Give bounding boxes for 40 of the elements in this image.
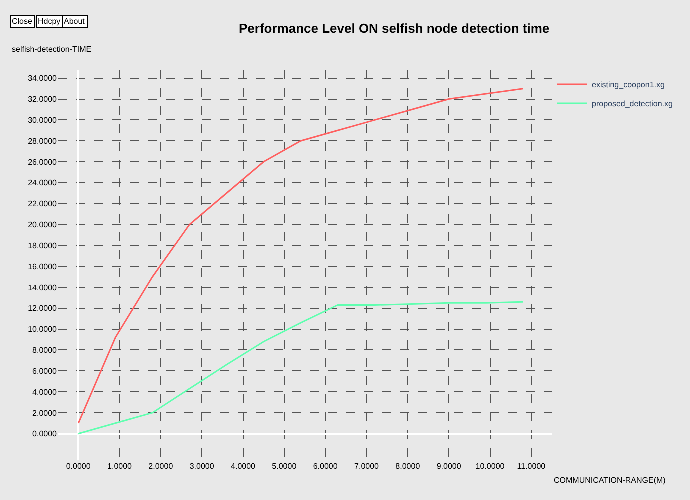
x-tick-label: 4.0000 (231, 462, 256, 471)
line-series (78, 301, 524, 435)
x-tick-label: 8.0000 (396, 462, 421, 471)
x-tick-label: 2.0000 (148, 462, 174, 471)
x-tick-label: 7.0000 (354, 462, 380, 471)
x-tick-label: 1.0000 (108, 462, 133, 471)
y-tick-label: 24.0000 (28, 178, 58, 188)
y-tick-label: 32.0000 (28, 95, 58, 104)
legend-label: proposed_detection.xg (592, 100, 673, 109)
y-tick-label: 14.0000 (28, 283, 58, 292)
y-tick-label: 18.0000 (28, 241, 58, 250)
y-tick-label: 22.0000 (28, 200, 58, 209)
line-series (78, 88, 524, 424)
y-tick-label: 2.0000 (32, 408, 58, 418)
x-tick-label: 11.0000 (517, 462, 546, 471)
y-tick-label: 26.0000 (28, 158, 58, 167)
y-tick-label: 8.0000 (32, 346, 58, 356)
y-tick-label: 34.0000 (28, 74, 58, 84)
y-tick-label: 6.0000 (32, 366, 58, 376)
y-tick-label: 12.0000 (28, 304, 58, 314)
y-axis-title: selfish-detection-TIME (12, 45, 92, 54)
text: About (64, 17, 86, 26)
x-tick-label: 9.0000 (436, 462, 462, 471)
y-tick-label: 16.0000 (28, 262, 58, 272)
x-tick-label: 3.0000 (190, 462, 215, 471)
y-tick-label: 10.0000 (28, 325, 58, 334)
chart-title: Performance Level ON selfish node detection time (239, 21, 550, 36)
y-tick-label: 30.0000 (28, 116, 58, 125)
y-tick-label: 28.0000 (28, 136, 58, 146)
y-tick-label: 20.0000 (28, 220, 58, 230)
y-tick-label: 4.0000 (32, 388, 58, 397)
x-tick-label: 5.0000 (272, 462, 298, 471)
x-tick-label: 10.0000 (476, 462, 506, 471)
text: Hdcpy (38, 17, 61, 26)
text: Close (12, 17, 34, 26)
y-tick-label: 0.0000 (32, 430, 58, 439)
x-tick-label: 6.0000 (313, 462, 338, 471)
x-tick-label: 0.0000 (66, 462, 92, 471)
x-axis-title: COMMUNICATION-RANGE(M) (554, 476, 666, 485)
legend-label: existing_coopon1.xg (592, 80, 665, 90)
